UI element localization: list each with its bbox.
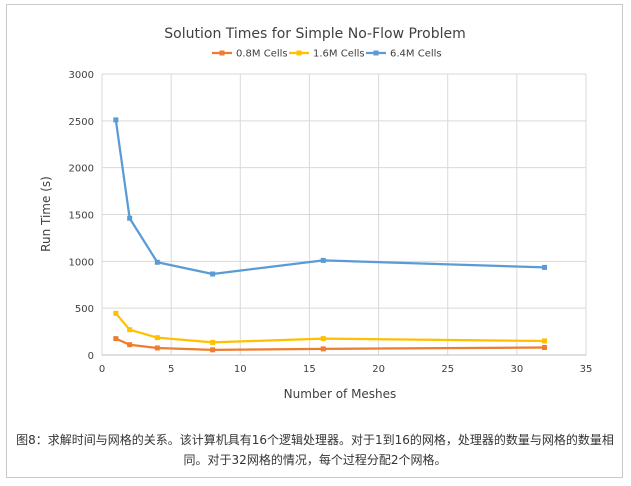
data-point <box>320 336 326 342</box>
series-layer <box>113 117 548 353</box>
data-point <box>210 271 216 277</box>
y-tick-label: 1000 <box>69 257 94 268</box>
data-point <box>542 338 548 344</box>
y-tick-label: 3000 <box>69 70 94 81</box>
figure-frame <box>6 4 623 478</box>
x-tick-label: 15 <box>303 364 316 375</box>
x-axis-label: Number of Meshes <box>284 387 397 401</box>
data-point <box>154 335 160 341</box>
y-tick-label: 0 <box>88 351 94 362</box>
legend-swatch-marker <box>219 50 225 56</box>
figure-caption: 图8：求解时间与网格的关系。该计算机具有16个逻辑处理器。对于1到16的网格，处… <box>16 433 614 467</box>
data-point <box>542 264 548 270</box>
data-point <box>113 336 119 342</box>
series-line <box>114 312 545 344</box>
data-point <box>154 345 160 351</box>
data-point <box>113 310 119 316</box>
x-tick-label: 10 <box>234 364 247 375</box>
x-tick-label: 5 <box>168 364 174 375</box>
y-tick-label: 1500 <box>69 211 94 222</box>
data-point <box>210 339 216 345</box>
axes: 0 500 1000 1500 2000 2500 3000 0 5 10 15 20 25 30 35 <box>69 70 593 375</box>
x-tick-label: 20 <box>372 364 385 375</box>
x-tick-label: 0 <box>99 364 105 375</box>
legend-entry: 6.4M Cells <box>390 49 442 60</box>
data-point <box>154 259 160 265</box>
data-point <box>127 215 133 221</box>
data-point <box>127 342 133 348</box>
legend-swatch-marker <box>373 50 379 56</box>
data-point <box>127 327 133 333</box>
legend-entry: 0.8M Cells <box>236 49 288 60</box>
chart: Solution Times for Simple No-Flow Proble… <box>39 26 593 401</box>
data-point <box>542 345 548 351</box>
data-point <box>320 346 326 352</box>
gridlines <box>101 73 587 356</box>
chart-title: Solution Times for Simple No-Flow Proble… <box>164 26 465 42</box>
data-point <box>210 347 216 353</box>
legend: 0.8M Cells 1.6M Cells 6.4M Cells <box>212 49 442 60</box>
legend-entry: 1.6M Cells <box>313 49 365 60</box>
y-axis-label: Run Time (s) <box>39 176 53 252</box>
y-tick-label: 2500 <box>69 117 94 128</box>
x-tick-label: 30 <box>510 364 523 375</box>
series-line <box>114 119 545 276</box>
y-tick-label: 500 <box>75 304 94 315</box>
x-tick-label: 35 <box>580 364 593 375</box>
data-point <box>113 117 119 123</box>
x-tick-label: 25 <box>441 364 454 375</box>
data-point <box>320 257 326 263</box>
legend-swatch-marker <box>296 50 302 56</box>
y-tick-label: 2000 <box>69 164 94 175</box>
